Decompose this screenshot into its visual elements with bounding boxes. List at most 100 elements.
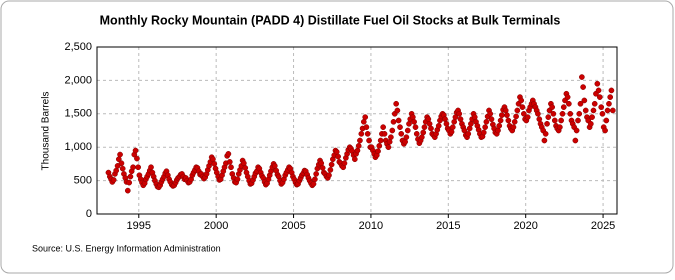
data-point	[426, 120, 433, 127]
data-point	[228, 164, 234, 171]
data-point	[380, 124, 387, 131]
data-point	[520, 110, 527, 117]
y-tick-label: 500	[74, 175, 92, 187]
data-point	[318, 160, 325, 167]
data-point	[113, 167, 120, 174]
data-point	[465, 130, 472, 137]
data-point	[564, 94, 571, 100]
data-point	[572, 137, 579, 144]
data-point	[504, 112, 510, 118]
data-point	[557, 124, 563, 131]
data-point	[110, 177, 117, 183]
data-point	[421, 124, 428, 131]
data-point	[355, 143, 362, 149]
data-point	[448, 128, 455, 135]
data-point	[413, 130, 420, 137]
x-tick-label: 1995	[127, 220, 151, 232]
data-point	[381, 130, 388, 137]
data-point	[579, 74, 585, 80]
data-point	[127, 173, 134, 180]
chart-title: Monthly Rocky Mountain (PADD 4) Distilla…	[100, 13, 561, 27]
data-point	[210, 156, 216, 163]
data-point	[577, 100, 584, 107]
data-point	[398, 130, 405, 137]
data-point	[242, 165, 249, 171]
data-point	[362, 114, 369, 120]
data-point	[466, 125, 473, 132]
data-point	[602, 127, 608, 134]
source-note: Source: U.S. Energy Information Administ…	[32, 243, 221, 253]
data-point	[135, 164, 142, 171]
data-point	[395, 117, 402, 124]
y-tick-label: 2,500	[64, 41, 92, 53]
data-point	[388, 134, 394, 141]
data-point	[354, 147, 361, 154]
x-tick-label: 2005	[281, 220, 305, 232]
data-point	[519, 104, 526, 110]
data-point	[502, 107, 509, 114]
data-point	[241, 160, 247, 167]
data-point	[211, 161, 218, 167]
y-tick-label: 2,000	[64, 74, 92, 86]
data-point	[590, 107, 597, 114]
data-point	[412, 124, 419, 131]
data-point	[366, 137, 372, 144]
data-point	[604, 107, 611, 114]
data-point	[535, 110, 541, 117]
data-point	[319, 165, 326, 171]
frame	[0, 0, 674, 274]
data-point	[451, 118, 458, 125]
data-point	[551, 117, 558, 124]
data-point	[550, 110, 557, 117]
data-point	[609, 107, 616, 114]
data-point	[580, 84, 586, 90]
data-point	[499, 112, 505, 118]
data-point	[420, 129, 427, 136]
data-point	[567, 110, 574, 117]
data-point	[607, 94, 614, 100]
data-point	[335, 153, 341, 160]
data-point	[545, 114, 552, 120]
data-point	[351, 156, 358, 163]
x-tick-label: 2000	[204, 220, 228, 232]
data-point	[487, 110, 494, 117]
data-point	[114, 163, 121, 169]
data-point	[471, 114, 478, 120]
data-point	[511, 118, 518, 125]
data-point	[457, 116, 464, 122]
data-point	[587, 120, 594, 127]
plot-area	[96, 46, 618, 215]
data-point	[312, 176, 318, 183]
data-point	[234, 176, 241, 183]
data-point	[119, 165, 126, 172]
y-tick-label: 1,000	[64, 141, 92, 153]
data-point	[505, 117, 512, 124]
data-point	[124, 187, 131, 194]
data-point	[510, 124, 517, 131]
data-point	[313, 171, 319, 177]
data-point	[406, 120, 412, 127]
data-point	[425, 116, 432, 122]
data-point	[327, 167, 334, 173]
data-point	[468, 120, 474, 127]
data-point	[449, 124, 456, 131]
data-point	[488, 116, 495, 122]
y-tick-label: 1,500	[64, 108, 92, 120]
data-point	[594, 80, 601, 87]
data-point	[376, 143, 383, 149]
data-point	[363, 124, 370, 131]
x-tick-label: 2025	[591, 220, 615, 232]
data-point	[513, 113, 519, 120]
data-point	[544, 120, 550, 127]
data-point	[402, 139, 408, 145]
data-point	[358, 130, 365, 137]
data-point	[591, 100, 598, 107]
data-point	[428, 125, 434, 132]
data-point	[134, 155, 140, 162]
data-point	[514, 107, 521, 114]
data-point	[566, 100, 572, 107]
data-point	[518, 97, 525, 104]
data-point	[403, 134, 410, 141]
data-point	[126, 179, 133, 186]
data-point	[442, 116, 448, 122]
